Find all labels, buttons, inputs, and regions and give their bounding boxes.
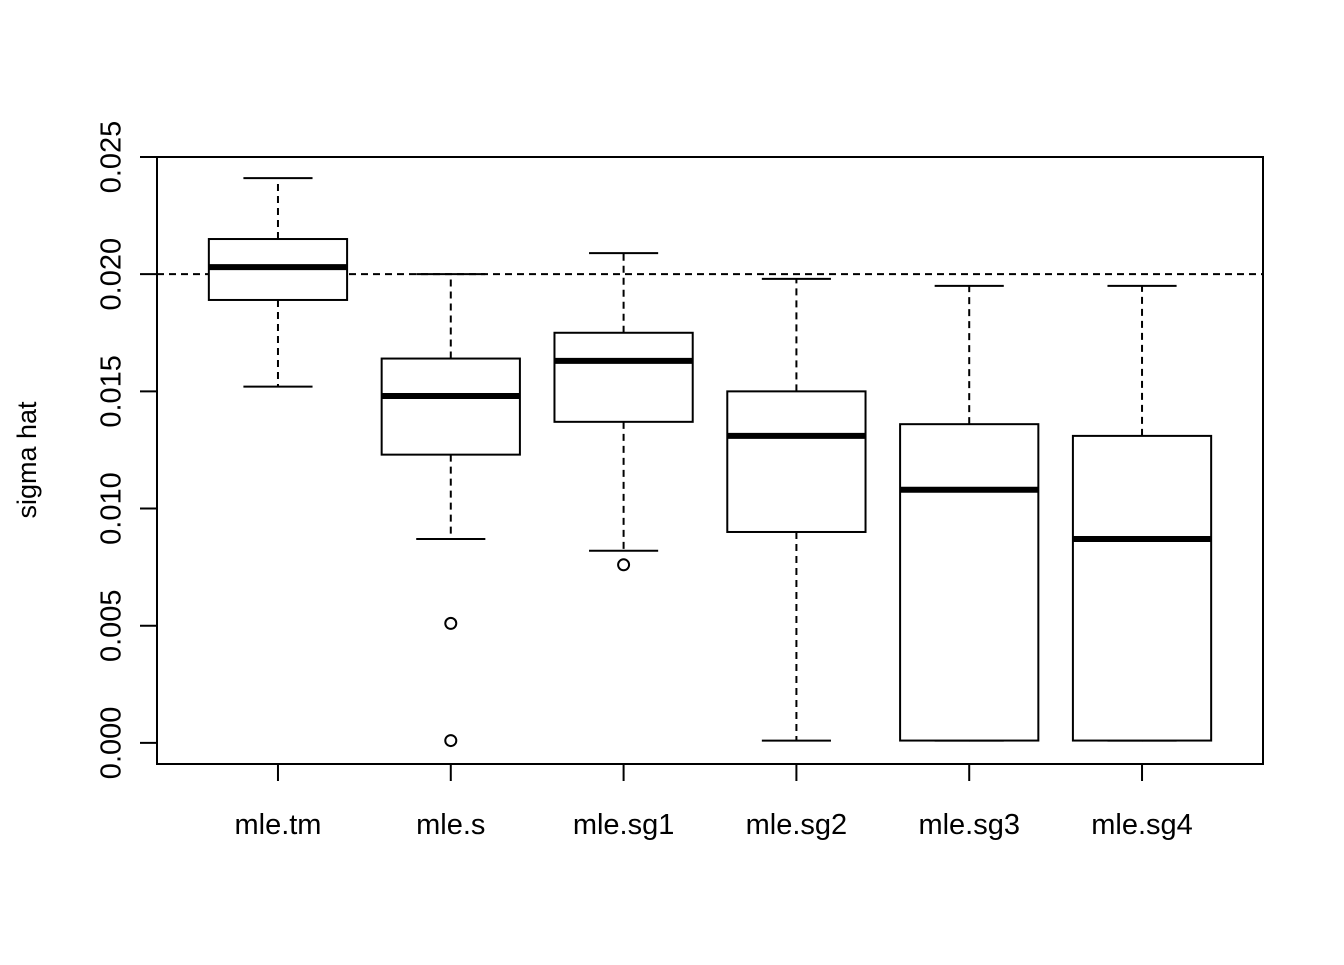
plot-frame	[156, 156, 1264, 765]
x-tick-label: mle.sg4	[1091, 809, 1193, 841]
box-mle.sg4	[1071, 284, 1213, 742]
iqr-box	[726, 390, 867, 533]
box-mle.sg1	[553, 252, 694, 572]
y-axis: 0.000 0.005 0.010 0.015 0.020 0.025	[96, 121, 157, 779]
outlier-point	[444, 616, 458, 630]
y-tick-label: 0.010	[96, 472, 128, 545]
iqr-box	[553, 331, 694, 423]
x-tick-label: mle.sg3	[918, 809, 1020, 841]
box-mle.sg2	[726, 277, 867, 742]
y-tick-label: 0.015	[96, 355, 128, 428]
x-tick-label: mle.s	[416, 809, 485, 841]
box-mle.sg3	[899, 284, 1040, 742]
y-tick-label: 0.025	[96, 121, 128, 194]
y-tick-label: 0.000	[96, 707, 128, 780]
x-tick-label: mle.sg1	[573, 809, 675, 841]
x-axis: mle.tm mle.s mle.sg1 mle.sg2 mle.sg3 mle.sg4	[234, 764, 1193, 841]
y-tick-label: 0.020	[96, 238, 128, 311]
outlier-point	[617, 558, 631, 572]
outlier-point	[444, 734, 458, 748]
y-axis-title: sigma hat	[12, 401, 42, 519]
x-tick-label: mle.tm	[234, 809, 321, 841]
box-mle.tm	[207, 177, 349, 388]
box-mle.s	[380, 273, 521, 748]
iqr-box	[1071, 434, 1213, 742]
iqr-box	[380, 357, 521, 456]
x-tick-label: mle.sg2	[746, 809, 848, 841]
y-tick-label: 0.005	[96, 589, 128, 662]
iqr-box	[899, 423, 1040, 742]
boxes-layer	[207, 177, 1213, 748]
